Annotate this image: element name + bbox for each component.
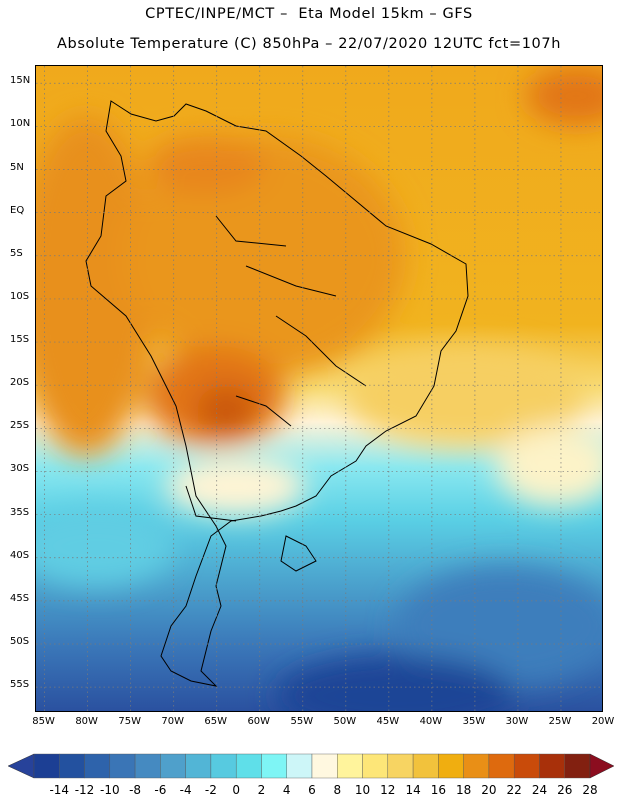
colorbar-swatch [311,753,338,779]
longitude-label: 35W [462,716,486,727]
longitude-label: 45W [376,716,400,727]
latitude-label: 10S [10,290,30,302]
colorbar-tick-label: 16 [430,783,446,797]
colorbar-swatch [286,753,313,779]
colorbar-tick-label: 12 [380,783,396,797]
colorbar-tick-label: -4 [179,783,192,797]
longitude-label: 20W [591,716,615,727]
continent-outline [85,100,469,687]
colorbar-swatch [33,753,60,779]
temperature-map [35,65,603,712]
colorbar-tick-label: 6 [308,783,316,797]
longitude-label: 80W [75,716,98,727]
colorbar-tick-label: -6 [154,783,167,797]
latitude-label: 25S [10,420,30,432]
longitude-label: 25W [548,716,572,727]
latitude-label: 35S [10,506,30,518]
colorbar-swatch [412,753,439,779]
latitude-label: 20S [10,377,30,389]
colorbar-swatch [387,753,414,779]
longitude-label: 30W [505,716,529,727]
colorbar-swatch [362,753,389,779]
colorbar-swatch [438,753,464,779]
colorbar-swatch [185,753,212,779]
colorbar-swatch [463,753,490,779]
map-title: CPTEC/INPE/MCT – Eta Model 15km – GFS [145,6,473,22]
latitude-label: EQ [10,204,25,216]
latitude-label: 5N [10,161,24,173]
colorbar-swatch [261,753,287,779]
longitude-label: 70W [161,716,184,727]
latitude-label: 45S [10,592,30,604]
colorbar-swatch [564,753,591,779]
colorbar-swatch [235,753,262,779]
latitude-label: 40S [10,549,30,561]
colorbar-tick-label: 14 [405,783,421,797]
colorbar-tick-label: 18 [455,783,472,797]
colorbar-swatch [109,753,136,779]
colorbar-under-triangle [7,753,35,779]
latitude-label: 55S [10,679,30,691]
map-subtitle: Absolute Temperature (C) 850hPa – 22/07/… [57,36,561,52]
colorbar-tick-label: 28 [582,783,598,797]
longitude-label: 65W [204,716,228,727]
colorbar-swatch [539,753,565,779]
longitude-label: 60W [247,716,271,727]
colorbar-tick-label: 26 [557,783,573,797]
latitude-label: 15S [10,334,30,346]
latitude-label: 30S [10,463,30,475]
colorbar-tick-label: -8 [129,783,142,797]
longitude-label: 40W [419,716,443,727]
colorbar-swatch [210,753,237,779]
latitude-label: 10N [10,118,31,130]
colorbar-swatch [59,753,85,779]
colorbar-tick-label: -2 [204,783,217,797]
longitude-label: 55W [290,716,314,727]
colorbar-swatch [84,753,111,779]
colorbar-tick-label: 8 [333,783,342,797]
colorbar-tick-label: 10 [354,783,371,797]
latitude-label: 50S [10,635,30,647]
colorbar-tick-label: 24 [531,783,548,797]
longitude-label: 50W [333,716,357,727]
colorbar-tick-label: 4 [282,783,291,797]
colorbar-tick-label: 0 [232,783,240,797]
colorbar-tick-label: 22 [506,783,522,797]
colorbar-swatch [134,753,161,779]
colorbar-tick-label: 2 [257,783,266,797]
colorbar-swatch [337,753,363,779]
latitude-label: 15N [10,75,31,87]
colorbar-over-triangle [589,753,615,779]
latitude-label: 5S [10,247,23,259]
colorbar-tick-label: -10 [100,783,120,797]
colorbar-swatch [160,753,186,779]
graticule [36,66,602,711]
colorbar-tick-label: -12 [74,783,95,797]
longitude-label: 75W [118,716,141,727]
colorbar-tick-label: -14 [49,783,70,797]
colorbar-swatch [513,753,540,779]
colorbar-swatch [488,753,515,779]
map-canvas [36,66,602,711]
longitude-label: 85W [32,716,55,727]
colorbar-tick-label: 20 [481,783,497,797]
colorbar [7,753,615,779]
